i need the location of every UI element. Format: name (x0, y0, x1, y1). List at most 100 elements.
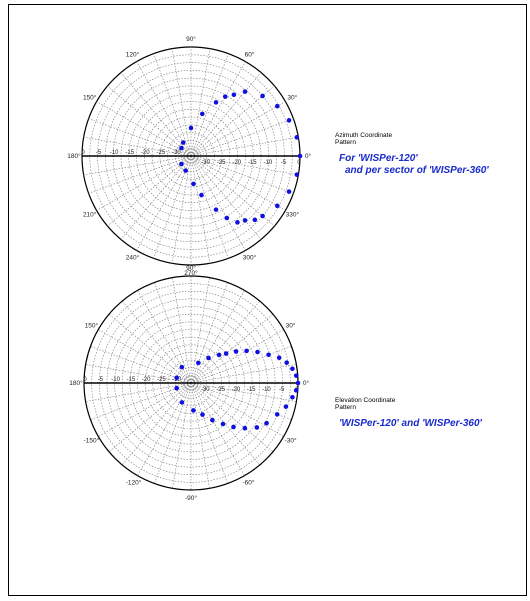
elevation-data-point (223, 351, 229, 356)
azimuth-grid-spoke (190, 155, 246, 251)
elevation-data-point (242, 425, 248, 431)
elevation-data-point (174, 385, 179, 391)
azimuth-radial-tick-label: -15 (125, 150, 134, 156)
azimuth-grid-spoke (190, 155, 275, 227)
azimuth-radial-tick-label: -30 (201, 160, 210, 166)
elevation-data-point (290, 394, 295, 400)
azimuth-angle-label: 60° (245, 51, 255, 59)
azimuth-grid-spoke (96, 155, 192, 211)
elevation-radial-tick-label: -5 (279, 387, 285, 393)
elevation-data-point (200, 412, 205, 417)
elevation-data-point (210, 417, 215, 423)
elevation-data-point (191, 408, 196, 413)
azimuth-data-point (297, 153, 303, 159)
elevation-angle-label: 30° (286, 322, 296, 330)
azimuth-grid-spoke (190, 155, 286, 211)
azimuth-angle-label: 180° (67, 152, 81, 160)
azimuth-radial-tick-label: -25 (217, 160, 226, 166)
azimuth-grid-spoke (88, 118, 192, 157)
elevation-radial-tick-label: -15 (247, 387, 256, 393)
azimuth-radial-tick-label: 0 (297, 160, 301, 166)
azimuth-grid-spoke (107, 85, 192, 157)
azimuth-radial-tick-label: -20 (141, 150, 150, 156)
azimuth-grid-spoke (190, 85, 275, 157)
azimuth-polar-chart: 0 0 -5 -5 -10 -10 -15 -15 -20 -20 -25 -25 -30 -30 0° 30… (67, 35, 311, 277)
azimuth-data-point (188, 125, 194, 131)
elevation-angle-label: -120° (126, 479, 142, 487)
azimuth-grid-spoke (190, 101, 286, 157)
azimuth-caption: Azimuth Coordinate Pattern (335, 132, 392, 146)
azimuth-angle-label: 300° (243, 253, 257, 261)
elevation-note: 'WISPer-120' and 'WISPer-360' (339, 418, 482, 430)
azimuth-data-point (260, 213, 265, 219)
azimuth-grid-spoke (153, 53, 192, 157)
elevation-grid-spoke (190, 346, 292, 384)
elevation-radial-tick-label: -25 (216, 387, 225, 393)
elevation-caption-line2: Pattern (335, 404, 356, 411)
elevation-data-point (179, 364, 185, 370)
azimuth-grid-spoke (190, 155, 211, 264)
elevation-angle-label: 150° (85, 322, 99, 330)
elevation-data-point (283, 404, 289, 409)
elevation-data-point (196, 360, 201, 366)
azimuth-grid-spoke (190, 155, 262, 240)
elevation-data-point (284, 360, 289, 365)
elevation-data-point (290, 366, 295, 372)
azimuth-data-point (242, 89, 248, 94)
azimuth-data-point (286, 118, 292, 123)
azimuth-data-point (235, 220, 240, 225)
azimuth-radial-tick-label: -30 (172, 150, 181, 156)
azimuth-data-point (294, 135, 300, 140)
azimuth-grid-spoke (190, 155, 229, 259)
azimuth-angle-label: 0° (305, 152, 312, 160)
elevation-caption: Elevation Coordinate Pattern (335, 397, 395, 411)
elevation-data-point (266, 352, 271, 358)
azimuth-data-point (180, 140, 186, 145)
azimuth-angle-label: 240° (126, 253, 140, 261)
azimuth-radial-tick-label: -5 (281, 160, 287, 166)
elevation-grid-spoke (98, 382, 192, 437)
azimuth-grid-spoke (190, 61, 246, 157)
azimuth-grid-spoke (107, 155, 192, 227)
azimuth-data-point (222, 94, 228, 99)
elevation-angle-label: -150° (84, 437, 100, 445)
elevation-radial-tick-label: -5 (98, 377, 104, 383)
elevation-angle-label: -60° (243, 479, 255, 487)
elevation-data-point (231, 424, 236, 430)
elevation-radial-tick-label: -20 (142, 377, 151, 383)
elevation-grid-spoke (154, 282, 192, 384)
azimuth-grid-spoke (136, 61, 192, 157)
azimuth-angle-label: 30° (287, 94, 297, 102)
azimuth-data-point (183, 168, 188, 173)
azimuth-data-point (224, 215, 230, 221)
elevation-data-point (174, 375, 179, 381)
elevation-data-point (276, 355, 282, 361)
azimuth-grid-spoke (153, 155, 192, 259)
azimuth-grid-spoke (171, 155, 192, 264)
azimuth-grid-spoke (120, 155, 192, 240)
elevation-angle-label: 0° (303, 379, 310, 387)
azimuth-grid-spoke (190, 155, 294, 194)
azimuth-data-point (294, 172, 300, 177)
elevation-data-point (295, 380, 301, 386)
elevation-data-point (255, 349, 260, 355)
azimuth-angle-label: 150° (83, 94, 97, 102)
elevation-grid-spoke (190, 382, 228, 484)
elevation-angle-label: -30° (285, 437, 297, 445)
elevation-data-point (216, 352, 222, 358)
elevation-radial-tick-label: -30 (201, 387, 210, 393)
azimuth-data-point (286, 189, 292, 194)
azimuth-caption-line2: Pattern (335, 139, 356, 146)
elevation-data-point (220, 421, 226, 427)
elevation-data-point (264, 420, 269, 426)
azimuth-note: For 'WISPer-120' and per sector of 'WISP… (339, 153, 489, 177)
azimuth-data-point (199, 111, 205, 117)
azimuth-data-point (260, 93, 265, 99)
azimuth-angle-label: 270° (184, 269, 198, 277)
azimuth-radial-tick-label: -5 (96, 150, 102, 156)
azimuth-radial-tick-label: -25 (157, 150, 166, 156)
elevation-data-point (293, 373, 299, 378)
azimuth-data-point (179, 161, 184, 167)
azimuth-data-point (213, 100, 219, 105)
azimuth-grid-spoke (171, 48, 192, 157)
